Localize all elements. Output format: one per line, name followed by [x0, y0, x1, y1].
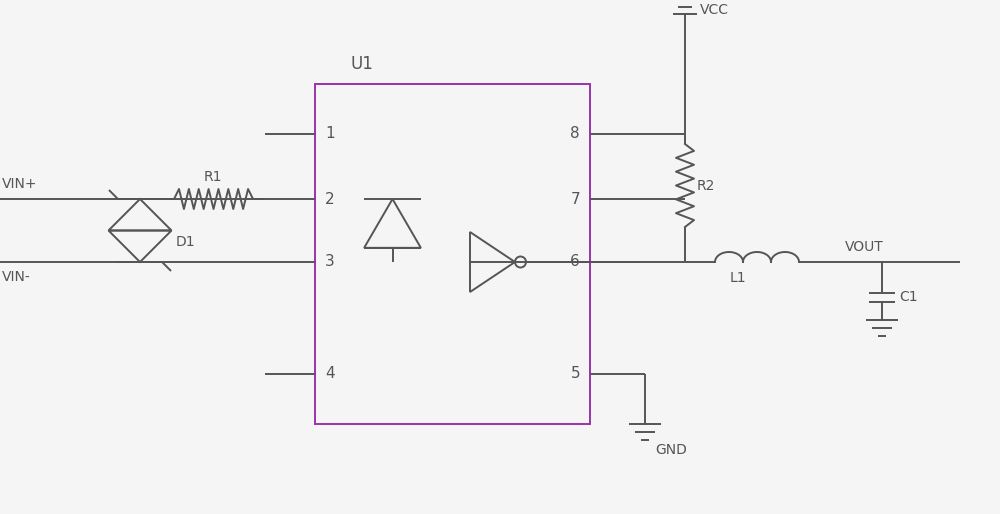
Text: 1: 1 — [325, 126, 335, 141]
Text: 3: 3 — [325, 254, 335, 269]
Text: VCC: VCC — [700, 3, 729, 17]
Text: U1: U1 — [350, 55, 373, 73]
Text: 5: 5 — [570, 366, 580, 381]
Text: C1: C1 — [899, 290, 918, 304]
Text: 2: 2 — [325, 192, 335, 207]
Text: 8: 8 — [570, 126, 580, 141]
Text: VIN-: VIN- — [2, 270, 31, 284]
Text: R2: R2 — [697, 178, 715, 193]
Text: L1: L1 — [730, 271, 747, 285]
Text: D1: D1 — [176, 235, 195, 249]
Text: VOUT: VOUT — [845, 240, 884, 254]
Bar — [315, 84, 590, 424]
Text: R1: R1 — [204, 170, 222, 184]
Text: 7: 7 — [570, 192, 580, 207]
Text: 4: 4 — [325, 366, 335, 381]
Text: VIN+: VIN+ — [2, 177, 38, 191]
Text: GND: GND — [655, 443, 687, 457]
Text: 6: 6 — [570, 254, 580, 269]
